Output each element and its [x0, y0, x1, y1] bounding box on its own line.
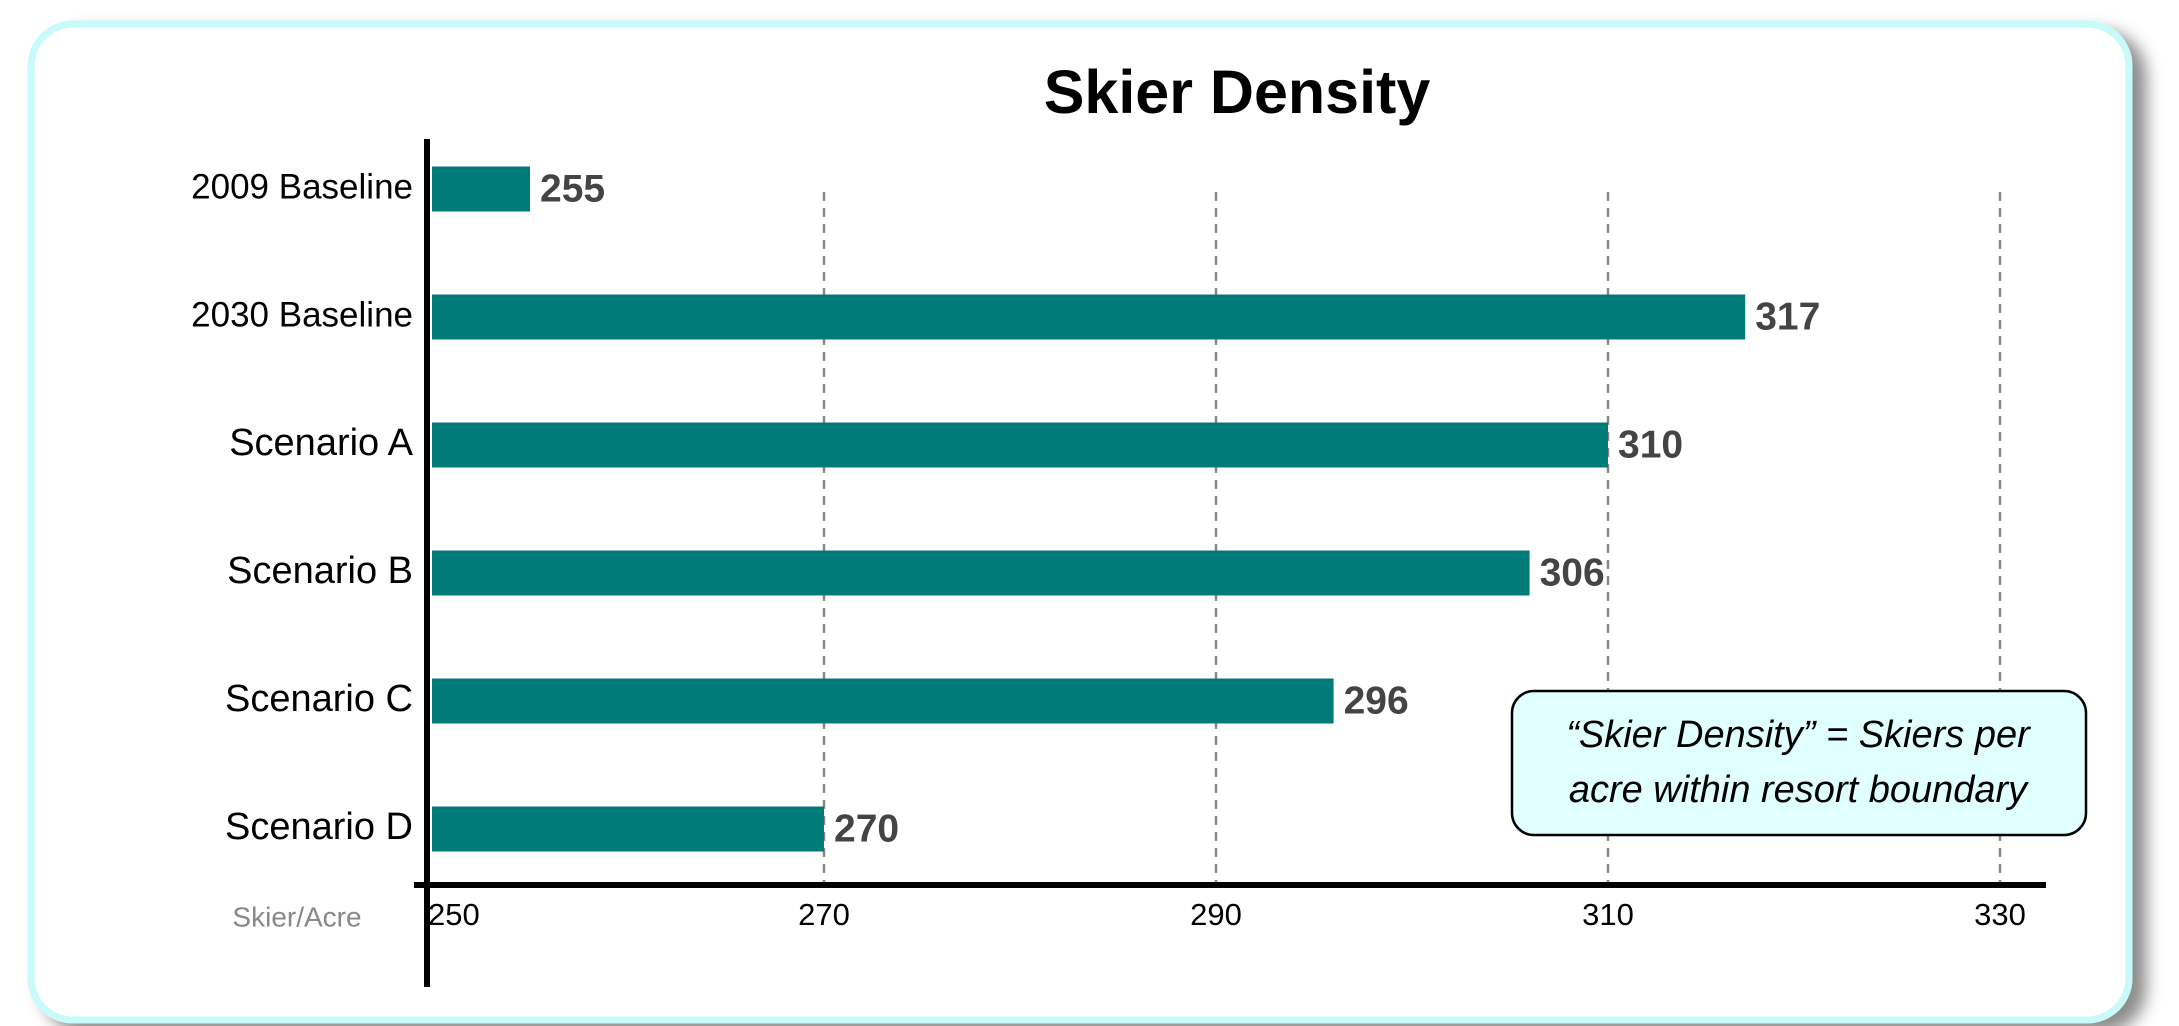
bar: [432, 806, 824, 852]
y-tick-label: 2030 Baseline: [191, 295, 413, 334]
annotation: “Skier Density” = Skiers per: [1566, 714, 2031, 756]
value-label: 317: [1755, 295, 1820, 338]
y-tick-label: Scenario A: [229, 422, 413, 464]
y-tick-label: Scenario B: [227, 550, 413, 592]
x-tick-label: 310: [1582, 897, 1634, 932]
y-tick-label: 2009 Baseline: [191, 167, 413, 206]
x-tick-label: 270: [798, 897, 850, 932]
y-tick-label: Scenario C: [225, 678, 413, 720]
bar: [432, 166, 530, 212]
x-tick-label: 250: [428, 897, 480, 932]
bar: [432, 294, 1746, 340]
value-label: 310: [1618, 423, 1683, 466]
annotation: acre within resort boundary: [1569, 769, 2029, 811]
value-label: 306: [1540, 551, 1605, 594]
bar: [432, 678, 1334, 724]
x-tick-label: 290: [1190, 897, 1242, 932]
y-tick-label: Scenario D: [225, 806, 413, 848]
chart-title: Skier Density: [1044, 58, 1431, 126]
value-label: 270: [834, 807, 899, 850]
axis-label: Skier/Acre: [232, 901, 361, 932]
bar: [432, 550, 1530, 596]
value-label: 296: [1344, 679, 1409, 722]
annotation-box: [1510, 689, 2088, 837]
bar: [432, 422, 1608, 468]
value-label: 255: [540, 167, 605, 210]
x-tick-label: 330: [1974, 897, 2026, 932]
